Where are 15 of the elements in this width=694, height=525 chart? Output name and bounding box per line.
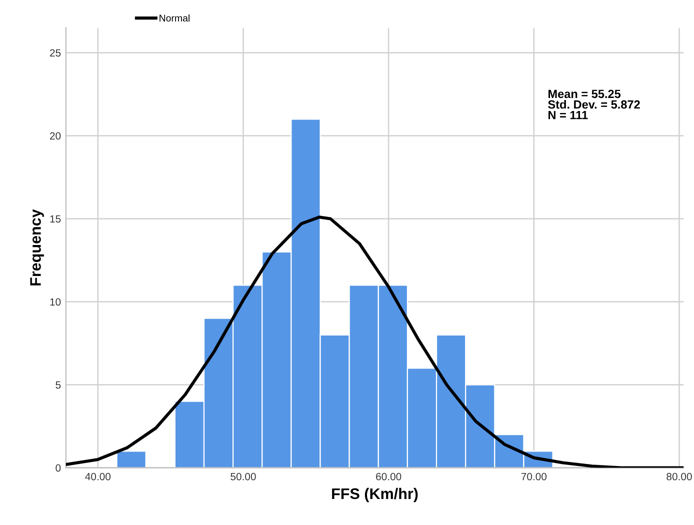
annotation: Mean = 55.25 Std. Dev. = 5.872 N = 111: [548, 90, 640, 120]
x-tick-label: 60.00: [376, 472, 402, 480]
y-axis-title: Frequency: [30, 209, 44, 286]
x-axis-title: FFS (Km/hr): [332, 488, 418, 502]
y-tick-label: 15: [50, 215, 61, 223]
x-tick-label: 50.00: [230, 472, 256, 480]
y-tick-label: 25: [50, 49, 61, 57]
x-tick-label: 40.00: [85, 472, 111, 480]
y-tick-label: 5: [56, 381, 61, 389]
x-tick-label: 70.00: [521, 472, 547, 480]
y-tick-label: 20: [50, 132, 61, 140]
y-tick-label: 0: [56, 464, 61, 472]
legend-label: Normal: [160, 14, 190, 22]
y-tick-label: 10: [50, 298, 61, 306]
x-tick-label: 80.00: [666, 472, 692, 480]
